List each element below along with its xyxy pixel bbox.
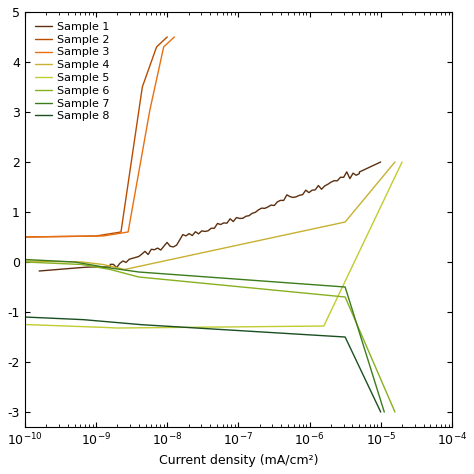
- Sample 1: [60, 266, 65, 272]
- Sample 7: [125, 268, 130, 273]
- Sample 7: [172, 272, 177, 277]
- Sample 6: [22, 259, 28, 265]
- Sample 5: [204, 324, 210, 330]
- Sample 7: [382, 409, 387, 415]
- Sample 8: [22, 314, 28, 320]
- Sample 5: [181, 325, 186, 330]
- Line: Sample 3: Sample 3: [25, 37, 174, 237]
- Sample 8: [292, 331, 297, 337]
- Legend: Sample 1, Sample 2, Sample 3, Sample 4, Sample 5, Sample 6, Sample 7, Sample 8: Sample 1, Sample 2, Sample 3, Sample 4, …: [30, 18, 114, 126]
- Sample 8: [49, 315, 55, 321]
- Sample 2: [120, 217, 126, 223]
- Sample 6: [172, 278, 177, 283]
- Sample 4: [250, 239, 255, 245]
- Sample 3: [146, 111, 152, 117]
- Sample 7: [22, 256, 28, 262]
- Sample 8: [115, 320, 121, 326]
- Sample 7: [193, 273, 199, 279]
- Sample 6: [193, 280, 199, 285]
- Sample 3: [138, 158, 144, 164]
- Sample 1: [56, 266, 62, 272]
- Sample 6: [392, 409, 398, 415]
- Line: Sample 5: Sample 5: [25, 162, 402, 328]
- Sample 8: [378, 409, 383, 415]
- Sample 1: [287, 194, 293, 200]
- Sample 5: [115, 325, 120, 331]
- Sample 4: [46, 259, 51, 264]
- Sample 6: [361, 338, 367, 344]
- Sample 5: [399, 159, 405, 165]
- Sample 4: [107, 263, 113, 269]
- Line: Sample 6: Sample 6: [25, 262, 395, 412]
- Sample 3: [155, 69, 161, 74]
- Line: Sample 2: Sample 2: [25, 37, 167, 237]
- Sample 4: [22, 258, 28, 264]
- Line: Sample 4: Sample 4: [25, 162, 395, 270]
- Sample 3: [127, 219, 133, 225]
- Sample 2: [131, 143, 137, 149]
- Sample 4: [122, 267, 128, 273]
- Sample 1: [36, 268, 42, 274]
- Sample 3: [22, 234, 28, 240]
- Sample 2: [128, 161, 134, 167]
- X-axis label: Current density (mA/cm²): Current density (mA/cm²): [159, 454, 318, 467]
- Sample 4: [298, 229, 303, 235]
- Sample 6: [169, 277, 174, 283]
- Sample 4: [347, 213, 353, 219]
- Sample 5: [66, 323, 72, 329]
- Sample 5: [365, 231, 371, 237]
- Sample 8: [30, 315, 36, 320]
- Sample 8: [244, 328, 249, 334]
- Sample 3: [135, 173, 141, 179]
- Sample 6: [127, 272, 133, 277]
- Sample 5: [22, 322, 28, 328]
- Sample 7: [64, 259, 69, 264]
- Sample 1: [237, 216, 242, 221]
- Sample 7: [357, 332, 363, 337]
- Sample 1: [378, 159, 383, 165]
- Line: Sample 1: Sample 1: [39, 162, 381, 271]
- Sample 4: [96, 261, 101, 267]
- Sample 2: [22, 234, 28, 240]
- Sample 3: [116, 230, 122, 236]
- Sample 3: [172, 34, 177, 40]
- Sample 2: [148, 59, 154, 65]
- Sample 2: [164, 34, 170, 40]
- Sample 1: [97, 264, 103, 270]
- Sample 5: [127, 325, 132, 331]
- Sample 2: [109, 230, 115, 236]
- Sample 6: [69, 261, 75, 267]
- Sample 2: [139, 87, 145, 93]
- Line: Sample 8: Sample 8: [25, 317, 381, 412]
- Line: Sample 7: Sample 7: [25, 259, 384, 412]
- Sample 5: [183, 325, 189, 330]
- Sample 8: [54, 316, 60, 321]
- Sample 7: [169, 272, 174, 277]
- Sample 1: [43, 268, 48, 273]
- Sample 4: [392, 159, 398, 165]
